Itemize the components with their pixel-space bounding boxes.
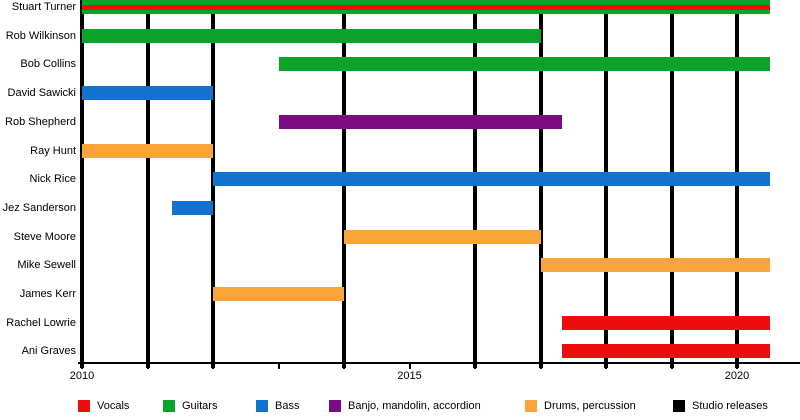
member-bar-bass: [82, 86, 213, 101]
legend-swatch-banjo: [329, 400, 341, 412]
member-label: Rob Wilkinson: [5, 29, 76, 42]
x-axis-tick: [474, 362, 476, 369]
x-axis-tick: [408, 362, 411, 369]
member-label: Rob Shepherd: [5, 115, 76, 128]
member-label: Ray Hunt: [30, 144, 76, 157]
legend-label: Guitars: [182, 400, 218, 412]
x-axis-tick: [605, 362, 607, 369]
legend-label: Vocals: [97, 400, 130, 412]
legend-swatch-vocals: [78, 400, 90, 412]
member-bar-bass: [171, 200, 213, 215]
member-label: Jez Sanderson: [2, 201, 76, 214]
x-axis-tick-label: 2015: [397, 370, 422, 382]
member-label: Ani Graves: [21, 345, 76, 358]
member-label: Rachel Lowrie: [6, 316, 76, 329]
legend-label: Drums, percussion: [544, 400, 636, 412]
member-bar-drums: [82, 143, 213, 158]
member-bar-banjo: [278, 114, 563, 129]
member-bar-guitars: [82, 28, 541, 43]
x-axis-tick-label: 2020: [724, 370, 750, 382]
member-bar-drums: [540, 258, 770, 273]
member-bar-bass: [213, 172, 770, 187]
studio-release-line: [145, 0, 150, 368]
member-bar-vocals: [562, 315, 770, 330]
legend-swatch-drums: [525, 400, 537, 412]
legend-label: Banjo, mandolin, accordion: [348, 400, 481, 412]
legend-swatch-releases: [673, 400, 685, 412]
x-axis-tick: [670, 362, 673, 369]
legend-swatch-bass: [256, 400, 268, 412]
x-axis-tick-label: 2010: [69, 370, 95, 382]
member-label: Steve Moore: [13, 230, 76, 243]
member-label: David Sawicki: [7, 87, 76, 100]
member-bar-stripe-vocals: [82, 4, 770, 10]
studio-release-line: [80, 0, 84, 368]
member-label: Mike Sewell: [17, 259, 76, 272]
member-bar-drums: [344, 229, 541, 244]
x-axis-tick: [539, 362, 542, 369]
x-axis-tick: [146, 362, 149, 369]
member-bar-vocals: [562, 344, 770, 359]
x-axis-line: [78, 362, 800, 364]
x-axis-tick: [736, 362, 738, 369]
member-label: Stuart Turner: [11, 1, 76, 13]
x-axis-tick: [81, 362, 83, 369]
member-label: Bob Collins: [20, 58, 76, 71]
x-axis-tick: [212, 362, 214, 369]
member-label: James Kerr: [19, 288, 76, 300]
member-bar-drums: [213, 287, 344, 301]
member-label: Nick Rice: [29, 173, 76, 186]
legend-label: Bass: [275, 400, 300, 412]
legend-swatch-guitars: [163, 400, 175, 412]
x-axis-tick: [277, 362, 280, 369]
x-axis-tick: [343, 362, 345, 369]
member-bar-guitars: [278, 57, 770, 72]
legend-label: Studio releases: [692, 400, 768, 412]
